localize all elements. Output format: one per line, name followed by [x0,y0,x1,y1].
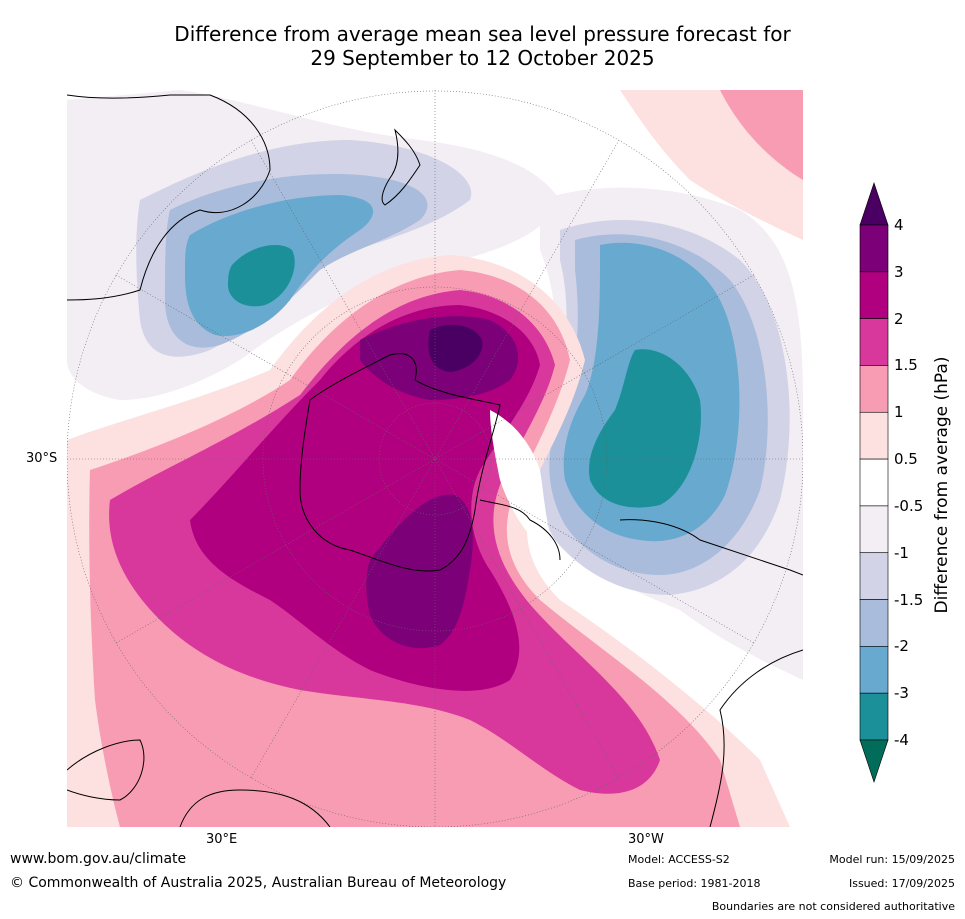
colorbar-tick-label: -2 [894,637,909,656]
colorbar-tick-label: 1.5 [894,356,918,375]
longitude-label-west: 30°W [628,832,664,847]
colorbar-segment [859,318,889,366]
colorbar-segment [859,646,889,694]
colorbar-tick-label: 3 [894,262,904,281]
title-line-2: 29 September to 12 October 2025 [310,46,655,70]
latitude-label: 30°S [26,451,58,466]
colorbar-segment [859,224,889,273]
title-line-1: Difference from average mean sea level p… [174,22,791,46]
colorbar-segment [859,599,889,647]
base-period-text: Base period: 1981-2018 [628,877,761,890]
colorbar-segment [859,692,889,741]
pressure-anomaly-field [67,90,803,827]
colorbar-segment [859,271,889,319]
map-title: Difference from average mean sea level p… [0,22,965,70]
longitude-label-east: 30°E [206,832,238,847]
colorbar-extend-min [859,739,889,783]
disclaimer-text: Boundaries are not considered authoritat… [711,900,955,913]
website-text: www.bom.gov.au/climate [10,851,187,867]
colorbar-tick-label: 2 [894,309,904,328]
colorbar-segment [859,552,889,600]
colorbar-segment [859,411,889,460]
colorbar-tick-label: -4 [894,731,909,749]
colorbar-extend-max [859,182,889,226]
colorbar-tick-label: 0.5 [894,450,918,469]
colorbar-tick-label: -1 [894,543,909,562]
issued-text: Issued: 17/09/2025 [848,877,955,890]
colorbar-tick-label: -0.5 [894,496,924,515]
colorbar-segment [859,505,889,554]
copyright-text: © Commonwealth of Australia 2025, Austra… [10,875,507,891]
colorbar [859,182,889,783]
colorbar-title: Difference from average (hPa) [932,356,952,614]
coastlines [67,94,803,827]
graticule [67,90,803,827]
colorbar-tick-label: -3 [894,684,909,703]
colorbar-segment [859,458,889,507]
colorbar-tick-label: 4 [894,216,904,234]
model-text: Model: ACCESS-S2 [628,853,730,866]
model-run-text: Model run: 15/09/2025 [829,853,955,866]
colorbar-segment [859,365,889,413]
colorbar-tick-label: -1.5 [894,590,924,609]
colorbar-tick-label: 1 [894,403,904,422]
